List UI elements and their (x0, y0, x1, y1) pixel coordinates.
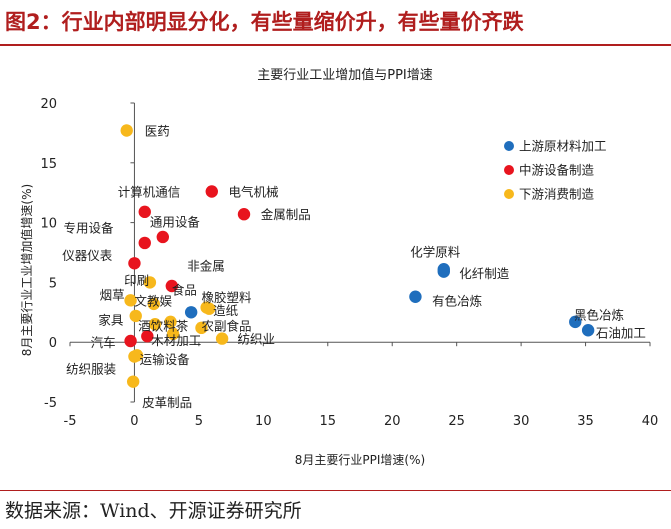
data-point (164, 315, 177, 329)
y-tick-label: 15 (40, 157, 57, 172)
header-divider (0, 44, 671, 46)
data-point (237, 208, 251, 221)
data-point (195, 321, 208, 335)
point-label: 纺织业 (238, 332, 276, 347)
point-label: 有色冶炼 (432, 293, 482, 308)
data-point (569, 315, 582, 329)
point-label: 食品 (172, 283, 197, 298)
data-point (143, 276, 157, 289)
point-label: 烟草 (100, 287, 125, 302)
scatter-chart: 主要行业工业增加值与PPI增速 -5 0 5 10 15 20 25 30 35 40 -5 0 5 10… (19, 67, 659, 467)
legend-marker (504, 141, 514, 151)
point-label: 计算机通信 (118, 185, 181, 200)
data-point (437, 263, 450, 276)
point-label: 文教娱 (134, 293, 172, 308)
point-label: 电气机械 (229, 185, 280, 200)
figure-title: 图2：行业内部明显分化，有些量缩价升，有些量价齐跌 (5, 10, 524, 34)
point-label: 酒饮料茶 (138, 318, 189, 333)
x-tick-label: 0 (130, 414, 138, 429)
data-point (126, 375, 140, 388)
point-label: 金属制品 (261, 207, 311, 222)
x-tick-label: 10 (255, 414, 272, 429)
data-point (124, 294, 137, 307)
point-label: 家具 (98, 312, 124, 327)
footer-divider (0, 490, 671, 491)
point-label: 通用设备 (150, 214, 201, 229)
figure-header: 图2：行业内部明显分化，有些量缩价升，有些量价齐跌 (0, 0, 671, 44)
y-tick-label: 20 (40, 97, 57, 112)
data-point (124, 334, 137, 348)
data-point (184, 306, 198, 319)
data-point (409, 290, 422, 303)
point-label: 石油加工 (596, 326, 646, 341)
y-tick-label: -5 (44, 396, 57, 411)
data-point (215, 332, 229, 345)
data-point (138, 236, 151, 250)
point-label: 造纸 (213, 303, 239, 318)
y-tick-label: 0 (49, 336, 57, 351)
point-label: 皮革制品 (142, 395, 192, 410)
point-label: 黑色冶炼 (574, 308, 624, 323)
data-points (120, 124, 595, 388)
y-tick-label: 5 (49, 276, 57, 291)
point-label: 运输设备 (140, 352, 191, 367)
point-label: 仪器仪表 (62, 248, 113, 263)
data-point (166, 327, 180, 341)
point-label: 农副食品 (201, 318, 251, 333)
legend-marker (504, 189, 514, 199)
point-label: 非金属 (187, 259, 225, 274)
point-label: 医药 (145, 124, 170, 139)
legend-label: 下游消费制造 (519, 187, 595, 202)
chart-title: 主要行业工业增加值与PPI增速 (257, 67, 433, 83)
x-tick-label: 30 (513, 414, 530, 429)
data-point (147, 297, 160, 311)
point-label: 汽车 (91, 335, 116, 350)
x-tick-label: 15 (320, 414, 337, 429)
y-axis-label: 8月主要行业工业增加值增速(%) (19, 184, 34, 356)
data-point (200, 301, 213, 314)
legend-label: 上游原材料加工 (519, 139, 607, 154)
data-point (138, 205, 151, 219)
point-label: 化纤制造 (459, 266, 510, 281)
point-label: 纺织服装 (66, 362, 116, 377)
legend-marker (504, 165, 514, 175)
point-label: 印刷 (124, 273, 149, 288)
data-point (581, 324, 595, 337)
data-point (129, 309, 142, 323)
x-axis-label: 8月主要行业PPI增速(%) (295, 453, 425, 467)
x-tick-label: 20 (384, 414, 401, 429)
data-point (128, 350, 141, 363)
point-label: 橡胶塑料 (201, 290, 252, 305)
x-tick-label: 5 (195, 414, 203, 429)
point-label: 木材加工 (151, 333, 201, 348)
x-tick-label: 25 (448, 414, 465, 429)
x-tick-label: 40 (642, 414, 659, 429)
data-point (141, 330, 154, 343)
x-tick-label: -5 (64, 414, 77, 429)
source-note: 数据来源：Wind、开源证券研究所 (5, 500, 302, 522)
data-point (128, 257, 141, 270)
point-label: 化学原料 (410, 244, 461, 259)
point-label: 专用设备 (64, 220, 115, 235)
data-point (205, 185, 218, 198)
data-point (165, 279, 179, 293)
data-point (120, 124, 133, 137)
legend-label: 中游设备制造 (519, 163, 595, 178)
x-tick-label: 35 (577, 414, 594, 429)
data-point (148, 318, 162, 331)
y-tick-label: 10 (40, 217, 57, 232)
data-point (156, 230, 169, 244)
